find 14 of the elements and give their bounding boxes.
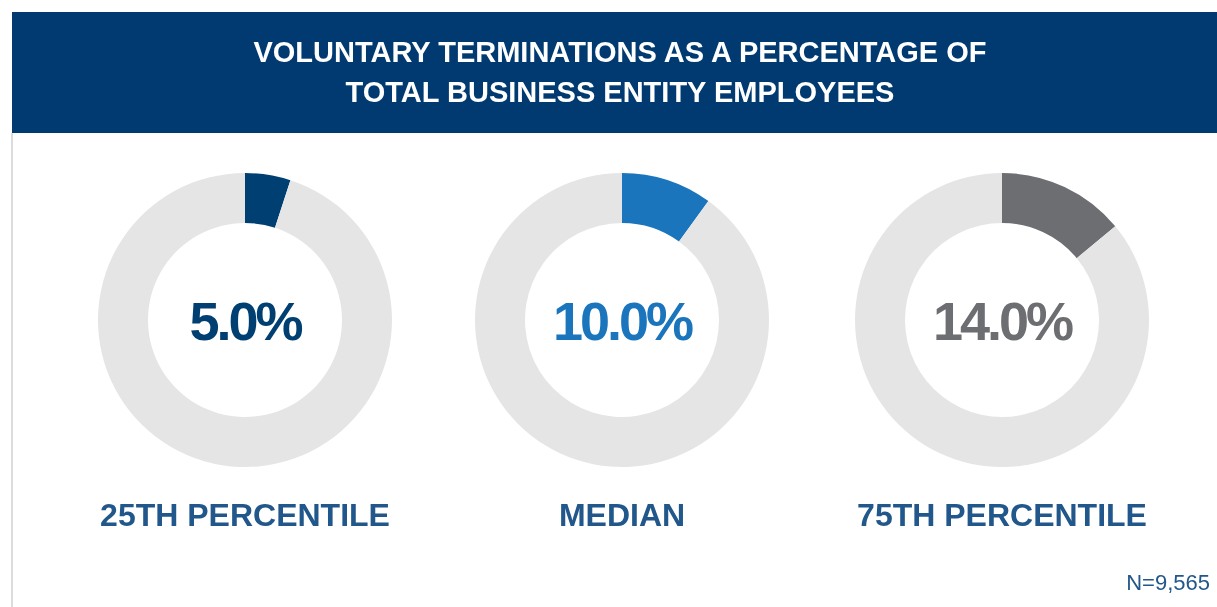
donut-slice: [855, 173, 1149, 467]
donut-slice: [245, 173, 291, 228]
donut-slice: [475, 173, 769, 467]
text: 14.0%: [932, 291, 1074, 351]
text: 5.0%: [189, 291, 303, 351]
text: MEDIAN: [558, 497, 686, 533]
donut-slice: [1002, 173, 1116, 259]
donut-slice: [622, 173, 709, 242]
text: N=9,565: [1126, 570, 1210, 595]
text: 75TH PERCENTILE: [857, 497, 1147, 533]
text: 10.0%: [552, 291, 694, 351]
text: 25TH PERCENTILE: [100, 497, 390, 533]
donut-slice: [98, 173, 392, 467]
text: VOLUNTARY TERMINATIONS AS A PERCENTAGE OF TOTAL BUSINESS ENTITY EMPLOYEES: [253, 36, 987, 108]
